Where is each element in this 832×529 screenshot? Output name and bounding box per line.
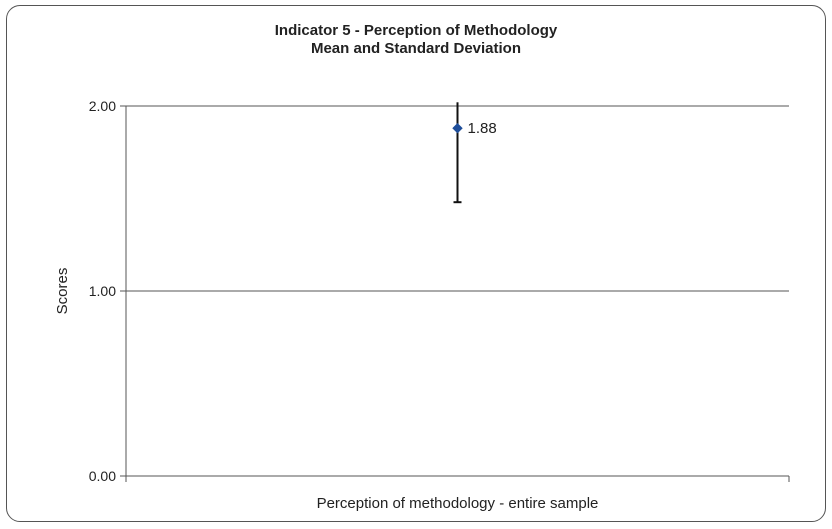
data-point-marker <box>452 122 463 134</box>
y-tick-label: 0.00 <box>89 468 116 484</box>
y-tick-label: 1.00 <box>89 283 116 299</box>
x-axis-title: Perception of methodology - entire sampl… <box>317 495 599 512</box>
chart-frame <box>6 5 826 522</box>
y-axis-title: Scores <box>54 268 71 315</box>
chart-title: Indicator 5 - Perception of Methodology <box>274 22 558 39</box>
data-label: 1.88 <box>468 120 497 137</box>
y-ticks: 0.00 1.00 2.00 <box>89 98 790 484</box>
chart-title-block: Indicator 5 - Perception of Methodology … <box>0 22 832 58</box>
y-tick-label: 2.00 <box>89 98 116 114</box>
chart-subtitle: Mean and Standard Deviation <box>310 40 522 57</box>
data-series: 1.88 <box>452 102 497 204</box>
